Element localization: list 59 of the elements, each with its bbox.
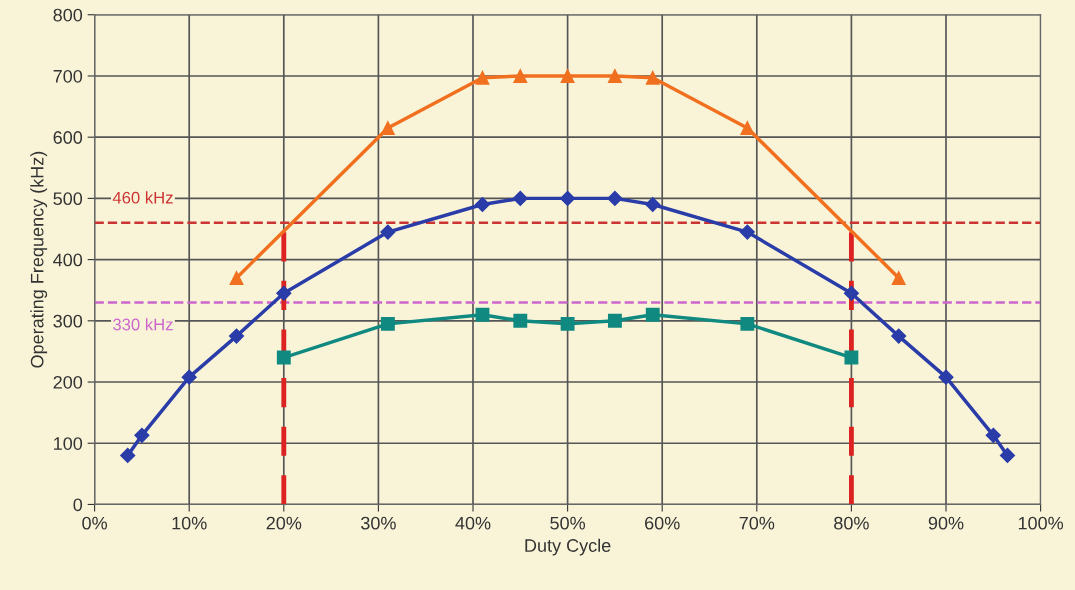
y-tick-label: 600: [53, 131, 83, 144]
point: [134, 427, 150, 443]
point: [474, 196, 491, 213]
ref-line-label: 460 kHz: [112, 191, 173, 204]
point: [380, 121, 395, 135]
point: [513, 69, 528, 83]
point: [560, 190, 576, 206]
x-tick-label: 90%: [928, 516, 964, 530]
point: [607, 313, 622, 328]
point: [512, 190, 528, 206]
point: [276, 350, 291, 365]
point: [607, 190, 623, 206]
y-tick-label: 400: [53, 253, 83, 267]
y-axis-title: Operating Frequency (kHz): [30, 151, 48, 368]
x-axis-title: Duty Cycle: [525, 538, 611, 556]
x-tick-label: 70%: [739, 516, 775, 530]
point: [843, 285, 859, 301]
y-tick-label: 800: [53, 8, 83, 22]
y-tick-label: 500: [53, 192, 83, 206]
ref-line-label: 330 kHz: [113, 318, 173, 331]
point: [645, 196, 661, 213]
point: [475, 70, 490, 85]
point: [891, 328, 907, 344]
x-tick-label: 40%: [455, 516, 491, 530]
x-tick-label: 30%: [361, 516, 396, 530]
y-tick-label: 100: [54, 437, 83, 450]
x-tick-label: 50%: [550, 516, 586, 530]
point: [229, 271, 244, 285]
point: [380, 316, 395, 331]
point: [844, 350, 859, 365]
point: [891, 271, 906, 285]
point: [938, 369, 954, 385]
x-tick-label: 10%: [172, 516, 207, 530]
point: [380, 224, 396, 240]
point: [120, 447, 136, 464]
point: [560, 69, 575, 83]
point: [985, 427, 1001, 443]
y-tick-label: 700: [53, 69, 83, 83]
point: [475, 307, 490, 322]
point: [740, 121, 755, 135]
point: [228, 328, 245, 344]
point: [739, 224, 755, 240]
point: [560, 316, 575, 331]
x-tick-label: 100%: [1018, 516, 1064, 530]
x-tick-label: 80%: [834, 516, 869, 530]
point: [181, 369, 197, 385]
x-tick-label: 20%: [266, 516, 302, 530]
point: [607, 69, 622, 83]
x-tick-label: 0%: [82, 516, 108, 530]
y-tick-label: 300: [53, 314, 83, 328]
point: [999, 447, 1016, 464]
x-tick-label: 60%: [645, 516, 680, 530]
point: [645, 70, 660, 85]
point: [513, 313, 528, 328]
y-tick-label: 200: [53, 375, 83, 389]
point: [645, 307, 660, 322]
y-tick-label: 0: [73, 498, 83, 512]
point: [740, 316, 755, 331]
point: [276, 285, 292, 301]
